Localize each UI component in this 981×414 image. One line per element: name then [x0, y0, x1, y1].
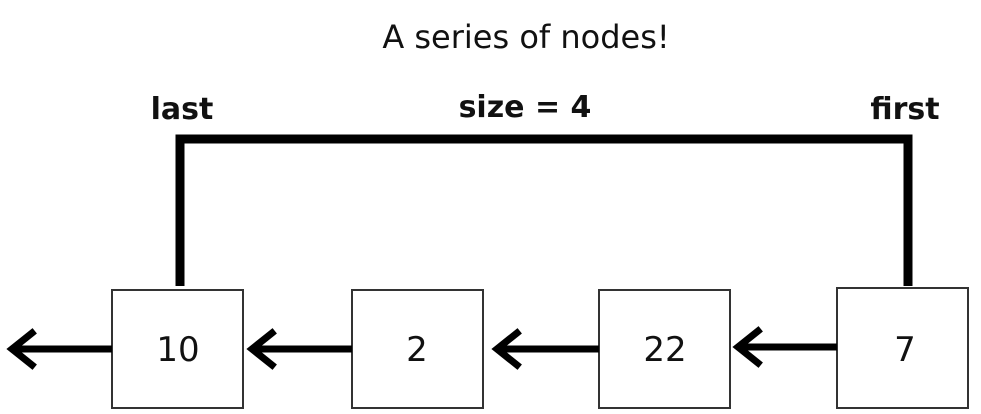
node-7: 7: [836, 287, 969, 409]
node-2: 2: [351, 289, 484, 409]
node-value: 22: [643, 330, 686, 370]
node-box: [836, 287, 969, 409]
arrow-22-to-2: [491, 328, 599, 370]
last-label: last: [151, 92, 214, 127]
node-value: 10: [156, 330, 199, 370]
arrow-from-10: [6, 328, 112, 370]
node-10: 10: [111, 289, 244, 409]
first-label: first: [870, 92, 939, 127]
node-box: [111, 289, 244, 409]
node-22: 22: [598, 289, 731, 409]
node-value: 7: [894, 330, 916, 370]
node-box: [351, 289, 484, 409]
node-value: 2: [406, 330, 428, 370]
arrow-7-to-22: [732, 326, 837, 368]
last-first-bracket: [175, 134, 913, 286]
node-box: [598, 289, 731, 409]
diagram-title: A series of nodes!: [382, 18, 669, 56]
arrow-2-to-10: [246, 328, 352, 370]
size-label: size = 4: [459, 90, 592, 125]
